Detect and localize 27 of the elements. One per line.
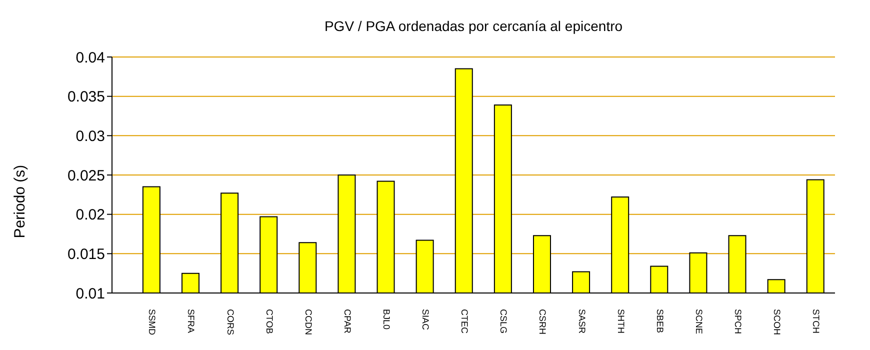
x-tick-label: SCOH (772, 309, 782, 336)
x-tick-label: SHTH (616, 309, 626, 334)
x-tick-label: SCNE (694, 309, 704, 334)
x-tick-label: SPCH (732, 309, 743, 334)
y-tick-label: 0.035 (67, 88, 105, 106)
x-tick-label: CTOB (264, 309, 274, 334)
y-axis-title: Periodo (s) (12, 164, 28, 240)
x-tick-label: SFRA (186, 309, 196, 334)
x-tick-label: CPAR (342, 309, 352, 334)
y-tick-label: 0.02 (76, 206, 105, 224)
y-tick-label: 0.01 (76, 285, 105, 302)
x-tick-label: SIAC (420, 309, 431, 331)
y-tick-label: 0.025 (67, 167, 105, 184)
x-tick-label: STCH (811, 309, 822, 334)
x-tick-label: CSLG (498, 309, 509, 334)
y-tick-label: 0.03 (76, 128, 105, 145)
x-tick-label: CTEC (460, 309, 470, 334)
x-tick-label: SASR (576, 309, 587, 334)
x-tick-label: SBEB (654, 309, 665, 334)
x-tick-label: CORS (225, 309, 236, 336)
x-tick-label: BJL0 (381, 309, 392, 330)
y-tick-label: 0.015 (67, 246, 105, 263)
x-tick-label: CSRH (538, 309, 548, 335)
chart-title: PGV / PGA ordenadas por cercanía al epicentro (323, 18, 624, 34)
y-tick-label: 0.04 (76, 49, 105, 66)
x-tick-label: CCDN (303, 309, 314, 335)
x-tick-label: SSMD (147, 309, 158, 336)
